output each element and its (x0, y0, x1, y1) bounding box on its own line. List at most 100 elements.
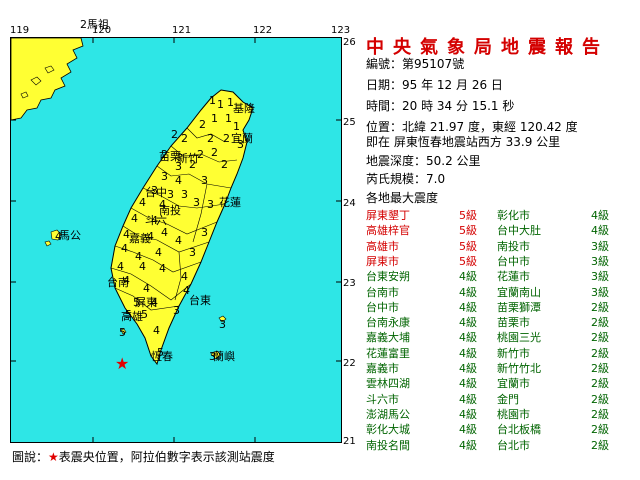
report-title: 中央氣象局地震報告 (366, 37, 609, 58)
station-level: 2級 (591, 377, 609, 391)
station-name: 嘉義市 (366, 362, 399, 375)
svg-text:3: 3 (207, 198, 214, 211)
lat-tick-24: 24 (343, 198, 356, 209)
station-level: 4級 (459, 407, 477, 421)
svg-text:3: 3 (173, 304, 180, 317)
station-level: 4級 (459, 362, 477, 375)
lat-tick-23: 23 (343, 278, 356, 289)
svg-text:4: 4 (151, 296, 158, 309)
station-name: 新竹市 (497, 346, 530, 360)
station-name: 桃園市 (497, 407, 530, 421)
station-name: 南投名間 (366, 438, 410, 452)
station-name: 雲林四湖 (366, 377, 410, 391)
report-number: 編號：第95107號 (366, 57, 465, 71)
station-name: 花蓮富里 (366, 346, 410, 360)
mainland-coast (11, 38, 84, 121)
place-label-hengchun: 恆春 (151, 349, 173, 363)
station-level: 2級 (591, 300, 609, 314)
report-time: 時間：20 時 34 分 15.1 秒 (366, 99, 515, 113)
svg-text:3: 3 (193, 196, 200, 209)
svg-text:2: 2 (189, 158, 196, 171)
svg-text:5: 5 (125, 308, 132, 321)
station-level: 2級 (591, 438, 609, 452)
place-label-pingtung: 屏東 (135, 296, 157, 309)
place-label-yilan: 宜蘭 (231, 131, 253, 145)
station-level: 2級 (591, 331, 609, 345)
place-names: 基隆 宜蘭 新竹 苗栗 苗栗 台中 南投 斗六 嘉義 花蓮 馬公 台南 台東 高… (59, 101, 255, 363)
place-label-hsinchu: 新竹 (177, 151, 199, 165)
svg-text:4: 4 (175, 234, 182, 247)
station-name: 台北板橋 (497, 423, 541, 437)
lon-tick-120: 120 (92, 25, 112, 36)
svg-text:4: 4 (123, 228, 130, 241)
station-level: 4級 (459, 316, 477, 330)
svg-text:3: 3 (237, 138, 244, 151)
station-level: 4級 (459, 331, 477, 345)
svg-text:3: 3 (201, 174, 208, 187)
place-label-chiayi: 嘉義 (129, 231, 151, 245)
place-label-lanyu: 蘭嶼 (213, 349, 235, 363)
svg-text:2: 2 (207, 132, 214, 145)
svg-text:1: 1 (227, 96, 234, 109)
svg-text:5: 5 (141, 308, 148, 321)
place-label-kaohsiung: 高雄 (121, 309, 143, 323)
station-level: 3級 (591, 254, 609, 268)
station-name: 彰化市 (497, 209, 530, 222)
station-name: 高雄市 (366, 239, 399, 253)
lon-tick-119: 119 (10, 25, 30, 36)
station-name: 苗栗市 (497, 316, 530, 330)
station-level: 4級 (591, 209, 609, 222)
station-name: 台中市 (366, 300, 399, 314)
green-island (218, 315, 227, 323)
epicenter-star: ★ (115, 354, 129, 373)
svg-text:3: 3 (167, 188, 174, 201)
svg-text:3: 3 (181, 188, 188, 201)
place-label-nantou: 南投 (159, 203, 181, 217)
place-label-hualien: 花蓮 (219, 195, 241, 209)
svg-text:1: 1 (217, 98, 224, 111)
station-name: 高雄梓官 (366, 224, 410, 238)
station-level: 5級 (459, 254, 477, 268)
place-label-taitung: 台東 (189, 293, 211, 307)
lat-tick-21: 21 (343, 436, 356, 447)
lon-tick-122: 122 (253, 25, 273, 36)
lat-tick-22: 22 (343, 358, 356, 369)
station-name: 花蓮市 (497, 270, 530, 284)
svg-text:2: 2 (223, 132, 230, 145)
place-label-keelung: 基隆 (233, 101, 255, 115)
orchid-island (210, 350, 222, 360)
svg-text:1: 1 (233, 120, 240, 133)
station-name: 澎湖馬公 (366, 407, 410, 421)
svg-text:5: 5 (133, 296, 140, 309)
station-name: 台北市 (497, 438, 530, 452)
svg-text:3: 3 (161, 170, 168, 183)
svg-text:3: 3 (209, 350, 216, 363)
station-name: 台南永康 (366, 316, 410, 330)
svg-text:4: 4 (121, 242, 128, 255)
station-level: 4級 (459, 346, 477, 360)
station-name: 南投市 (497, 239, 530, 253)
station-name: 台東安朔 (366, 270, 410, 284)
station-level: 4級 (459, 423, 477, 437)
station-level: 4級 (591, 224, 609, 238)
station-name: 宜蘭南山 (497, 285, 541, 299)
report-location: 位置：北緯 21.97 度，東經 120.42 度 (366, 120, 578, 134)
svg-text:3: 3 (175, 160, 182, 173)
station-name: 屏東市 (366, 254, 399, 268)
station-level: 4級 (459, 392, 477, 406)
place-label-matsu: 2馬祖 (80, 18, 109, 31)
svg-text:4: 4 (159, 262, 166, 275)
station-level: 4級 (459, 300, 477, 314)
svg-text:2: 2 (181, 132, 188, 145)
svg-text:4: 4 (143, 282, 150, 295)
penghu-islands (44, 229, 62, 247)
svg-text:4: 4 (123, 274, 130, 287)
svg-text:5: 5 (157, 346, 164, 359)
station-level: 2級 (591, 407, 609, 421)
svg-text:3: 3 (151, 184, 158, 197)
station-level: 3級 (591, 239, 609, 253)
svg-text:4: 4 (139, 196, 146, 209)
svg-text:2: 2 (211, 146, 218, 159)
county-boundaries (110, 127, 238, 311)
